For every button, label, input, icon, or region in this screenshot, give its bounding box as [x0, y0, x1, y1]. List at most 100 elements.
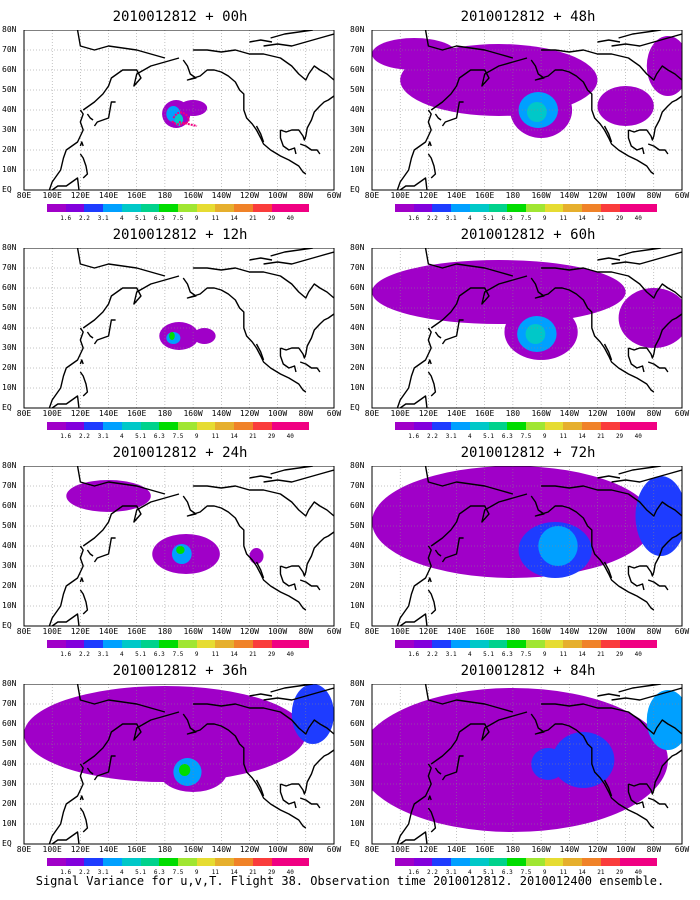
lat-label: 80N [350, 679, 365, 688]
colorbar-tick-label: 11 [559, 869, 568, 876]
colorbar-tick-label: 9 [194, 651, 199, 658]
colorbar-swatch [215, 422, 235, 430]
lon-label: 100W [615, 191, 636, 200]
coastline [427, 141, 432, 147]
lon-label: 60W [674, 845, 690, 854]
lon-label: 100E [390, 627, 410, 636]
lon-label: 80E [16, 845, 32, 854]
variance-region [176, 546, 185, 554]
colorbar-tick-label: 9 [542, 651, 547, 658]
coastline [193, 49, 334, 81]
lat-label: 50N [2, 85, 17, 94]
variance-map [23, 466, 335, 627]
colorbar [47, 640, 310, 648]
colorbar-tick-label: 21 [597, 215, 605, 222]
lat-label: 50N [2, 303, 17, 312]
colorbar-tick-label: 21 [597, 869, 605, 876]
lat-label: 60N [2, 283, 17, 292]
coastline [647, 143, 669, 155]
colorbar-tick-label: 21 [249, 869, 257, 876]
lon-label: 160W [183, 627, 203, 636]
coastline [627, 348, 645, 373]
lat-label: 70N [350, 481, 365, 490]
colorbar-swatch [563, 204, 583, 212]
colorbar-swatch [65, 204, 85, 212]
lat-label: 80N [2, 25, 17, 34]
lon-label: 140W [559, 627, 579, 636]
coastline [82, 711, 180, 765]
lat-label: 40N [350, 759, 365, 768]
variance-region [193, 328, 216, 344]
colorbar-swatch [159, 640, 179, 648]
colorbar-ticks: 1.6 2.2 3.1 4 5.1 6.3 7.5 9 11 14 21 29 40 [47, 215, 309, 223]
colorbar-swatch [582, 422, 601, 430]
colorbar-swatch [619, 422, 639, 430]
colorbar-tick-label: 2.2 [79, 215, 90, 222]
coastline [79, 359, 84, 365]
colorbar-swatch [507, 422, 527, 430]
coastline [611, 251, 682, 265]
coastline [399, 177, 428, 190]
lon-label: 80W [646, 409, 662, 418]
colorbar-swatch [563, 858, 583, 866]
lat-label: 20N [350, 581, 365, 590]
coastline [611, 33, 682, 47]
map-panel-48h: 2010012812 + 48h 80N 70N 60N 50N 40N 30N 20N 10N… [350, 8, 698, 223]
coastline [427, 807, 437, 833]
lon-label: 100E [42, 627, 62, 636]
lat-label: 40N [2, 759, 17, 768]
lat-label: 20N [350, 363, 365, 372]
colorbar-tick-label: 1.6 [408, 869, 420, 876]
colorbar-tick-label: 6.3 [153, 651, 165, 658]
colorbar-swatch [488, 204, 508, 212]
coastline [86, 549, 94, 557]
colorbar-swatch [638, 640, 658, 648]
coastline [270, 248, 313, 257]
lat-label: 60N [2, 65, 17, 74]
colorbar-swatch [271, 422, 291, 430]
colorbar-tick-label: 14 [230, 215, 238, 222]
coastline [76, 466, 166, 495]
coastline [48, 545, 84, 626]
lat-label: 70N [2, 481, 17, 490]
colorbar-swatch [432, 422, 452, 430]
lon-label: 120W [587, 627, 608, 636]
coastline [434, 331, 442, 339]
coastline [530, 713, 655, 829]
colorbar-tick-label: 1.6 [408, 651, 420, 658]
colorbar-tick-label: 5.1 [483, 433, 494, 440]
colorbar-swatch [196, 640, 216, 648]
colorbar-tick-label: 7.5 [520, 869, 532, 876]
lat-label: 10N [2, 819, 17, 828]
coastline [424, 684, 514, 713]
colorbar-tick-label: 11 [559, 215, 568, 222]
lon-label: 80W [298, 845, 314, 854]
colorbar-tick-label: 11 [211, 651, 220, 658]
map-frame [371, 466, 683, 627]
colorbar-swatch [252, 640, 272, 648]
panel-title: 2010012812 + 12h [112, 227, 248, 243]
colorbar-swatch [290, 858, 310, 866]
colorbar-tick-label: 9 [542, 215, 547, 222]
variance-region [372, 688, 668, 832]
colorbar-swatch [451, 640, 470, 648]
variance-map [23, 684, 335, 845]
coastline [603, 343, 613, 361]
lon-label: 80E [364, 627, 380, 636]
lat-label: 60N [350, 65, 365, 74]
coastline [48, 109, 84, 190]
colorbar-swatch [47, 858, 66, 866]
colorbar-tick-label: 4 [120, 433, 124, 440]
lon-label: 80W [298, 409, 314, 418]
lat-label: 60N [2, 719, 17, 728]
variance-map [371, 30, 683, 191]
coastline [603, 125, 613, 143]
lon-label: 80E [364, 409, 380, 418]
lat-label: 30N [2, 125, 17, 134]
colorbar-tick-label: 14 [230, 433, 238, 440]
colorbar-tick-label: 3.1 [445, 215, 457, 222]
map-panel-72h: 2010012812 + 72h 80N 70N 60N 50N 40N 30N 20N 10N… [350, 444, 698, 659]
colorbar-tick-label: 7.5 [172, 215, 184, 222]
lon-label: 160E [475, 627, 495, 636]
coastline [79, 141, 84, 147]
